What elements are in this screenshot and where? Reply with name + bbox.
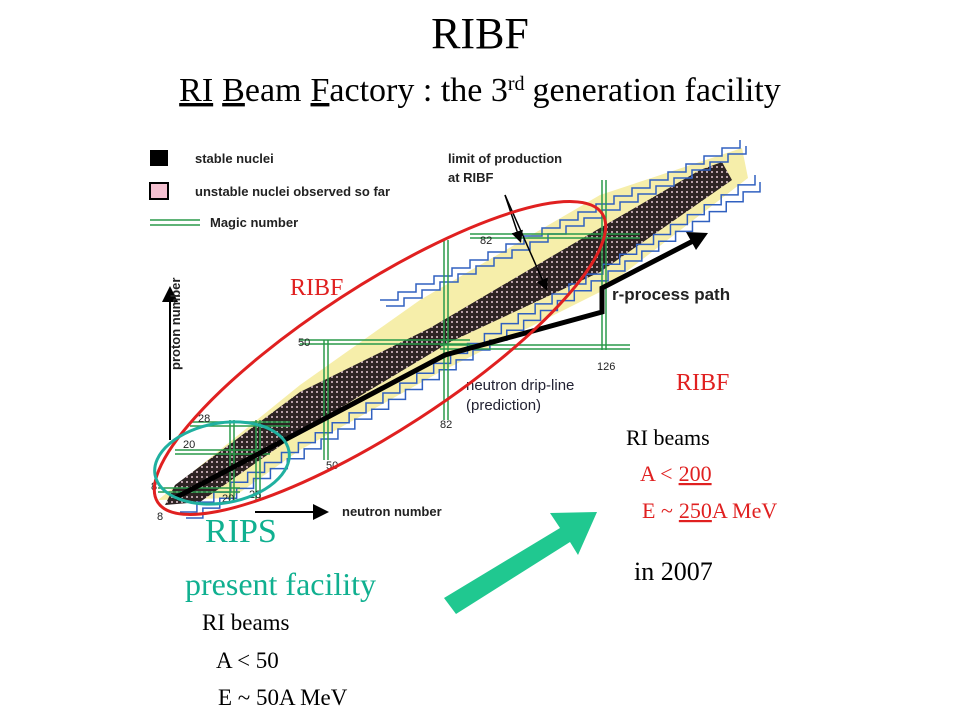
text-part: generation facility bbox=[533, 72, 781, 109]
legend-label: unstable nuclei observed so far bbox=[195, 184, 390, 199]
shape: RIBF RIPS present facility RI beams A < … bbox=[185, 275, 777, 710]
text-part: 250 bbox=[679, 498, 712, 523]
ribf-beams-mass: A <200 bbox=[640, 461, 712, 486]
magic-number: 82 bbox=[440, 419, 452, 431]
shape bbox=[380, 140, 741, 301]
shape bbox=[386, 146, 747, 307]
magic-number: 28 bbox=[198, 413, 210, 425]
shape bbox=[153, 420, 291, 506]
legend-label: stable nuclei bbox=[195, 151, 274, 166]
drip-line-label: (prediction) bbox=[466, 397, 541, 414]
x-axis-label: neutron number bbox=[342, 504, 442, 519]
present-beams: RI beams bbox=[202, 610, 290, 635]
shape: stable nuclei unstable nuclei observed s… bbox=[168, 151, 730, 519]
text-part: eam bbox=[245, 72, 302, 109]
text-part: 200 bbox=[679, 461, 712, 486]
shape bbox=[444, 512, 597, 614]
text-part: actory : the 3 bbox=[329, 72, 507, 109]
text-part: rd bbox=[508, 73, 525, 95]
present-beams: A < 50 bbox=[216, 648, 279, 673]
text-part: E ~ bbox=[642, 498, 673, 523]
magic-number: 126 bbox=[597, 361, 615, 373]
magic-number: 50 bbox=[298, 337, 310, 349]
shape bbox=[504, 194, 523, 243]
shape bbox=[149, 182, 169, 200]
drip-line-label: neutron drip-line bbox=[466, 377, 574, 394]
text-part: A < bbox=[640, 461, 673, 486]
y-axis-label: proton number bbox=[168, 278, 183, 370]
text-part: F bbox=[311, 72, 330, 109]
text-part: A MeV bbox=[712, 498, 778, 523]
present-label: present facility bbox=[185, 566, 376, 602]
present-beams: E ~ 50A MeV bbox=[218, 685, 348, 710]
rips-label: RIPS bbox=[205, 513, 277, 550]
subtitle: RI Beam Factory : the 3rd generation facili… bbox=[179, 72, 781, 109]
shape bbox=[158, 180, 640, 500]
title: RIBF bbox=[431, 9, 529, 58]
shape bbox=[173, 237, 697, 501]
shape bbox=[152, 200, 608, 516]
magic-number: 20 bbox=[183, 439, 195, 451]
ribf-beams-energy: E ~250A MeV bbox=[642, 498, 777, 523]
shape bbox=[686, 232, 708, 250]
shape: neutron drip-line (prediction) bbox=[466, 377, 574, 414]
annotation: at RIBF bbox=[448, 170, 494, 185]
magic-number: 82 bbox=[480, 235, 492, 247]
ribf-label: RIBF bbox=[290, 275, 343, 301]
nuclear-chart bbox=[149, 140, 761, 520]
ribf-label: RIBF bbox=[676, 370, 729, 396]
year-label: in 2007 bbox=[634, 557, 713, 586]
magic-number: 8 bbox=[157, 511, 163, 523]
text-part: B bbox=[222, 72, 245, 109]
text-part: RI bbox=[179, 72, 213, 109]
path-label: r-process path bbox=[612, 285, 730, 304]
ribf-beams-title: RI beams bbox=[626, 425, 710, 450]
annotation: limit of production bbox=[448, 151, 562, 166]
shape bbox=[150, 150, 168, 166]
legend-label: Magic number bbox=[210, 215, 298, 230]
shape bbox=[504, 194, 548, 291]
